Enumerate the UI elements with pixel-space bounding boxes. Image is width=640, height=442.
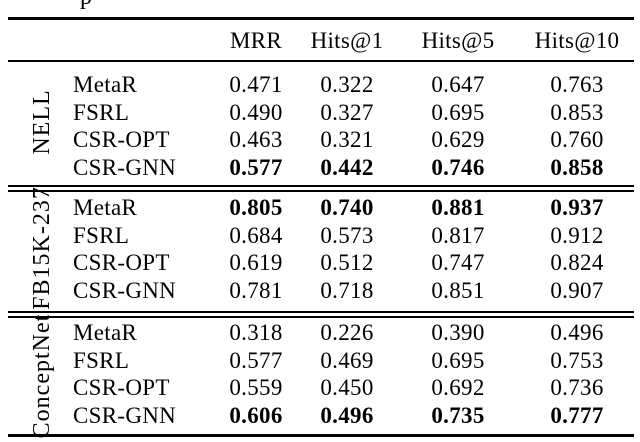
metric-value: 0.390 — [431, 320, 485, 345]
column-header-hits5: Hits@5 — [421, 28, 495, 53]
method-name: FSRL — [73, 99, 130, 125]
metric-value: 0.692 — [431, 375, 485, 400]
metric-value: 0.912 — [550, 222, 604, 248]
metric-value: 0.496 — [320, 402, 374, 428]
metric-value: 0.577 — [229, 154, 283, 180]
table-row: CSR-OPT 0.619 0.512 0.747 0.824 — [0, 249, 640, 277]
section-divider-rule — [8, 311, 634, 313]
section-nell: MetaR 0.471 0.322 0.647 0.763 FSRL 0.490… — [0, 71, 640, 181]
table-row: CSR-OPT 0.559 0.450 0.692 0.736 — [0, 374, 640, 402]
metric-value: 0.805 — [229, 195, 283, 220]
method-name: CSR-OPT — [73, 375, 170, 400]
method-name: CSR-OPT — [73, 127, 170, 152]
metric-value: 0.695 — [431, 99, 485, 125]
column-header-hits1: Hits@1 — [310, 28, 384, 53]
metric-value: 0.747 — [431, 250, 485, 275]
section-fb15k-237: MetaR 0.805 0.740 0.881 0.937 FSRL 0.684… — [0, 194, 640, 304]
section-conceptnet: MetaR 0.318 0.226 0.390 0.496 FSRL 0.577… — [0, 319, 640, 429]
table-row: MetaR 0.318 0.226 0.390 0.496 — [0, 319, 640, 347]
method-name: CSR-GNN — [73, 402, 177, 428]
table-row-best: MetaR 0.805 0.740 0.881 0.937 — [0, 194, 640, 222]
metric-value: 0.322 — [320, 72, 374, 97]
metric-value: 0.777 — [550, 402, 604, 428]
column-header-hits10: Hits@10 — [534, 28, 620, 53]
table-row: FSRL 0.684 0.573 0.817 0.912 — [0, 222, 640, 250]
method-name: FSRL — [73, 347, 130, 373]
metric-value: 0.881 — [431, 195, 485, 220]
column-header-mrr: MRR — [229, 28, 283, 53]
metric-value: 0.760 — [550, 127, 604, 152]
metric-value: 0.619 — [229, 250, 283, 275]
metric-value: 0.463 — [229, 127, 283, 152]
method-name: MetaR — [73, 195, 138, 220]
metric-value: 0.490 — [229, 99, 283, 125]
metric-value: 0.577 — [229, 347, 283, 373]
metric-value: 0.817 — [431, 222, 485, 248]
method-name: CSR-GNN — [73, 154, 177, 180]
metric-value: 0.647 — [431, 72, 485, 97]
method-name: CSR-OPT — [73, 250, 170, 275]
metric-value: 0.735 — [431, 402, 485, 428]
metric-value: 0.321 — [320, 127, 374, 152]
section-divider-rule — [8, 190, 634, 192]
metric-value: 0.573 — [320, 222, 374, 248]
metric-value: 0.471 — [229, 72, 283, 97]
metric-value: 0.318 — [229, 320, 283, 345]
metric-value: 0.853 — [550, 99, 604, 125]
section-divider-rule — [8, 316, 634, 318]
table-row: CSR-OPT 0.463 0.321 0.629 0.760 — [0, 126, 640, 154]
metric-value: 0.858 — [550, 154, 604, 180]
metric-value: 0.824 — [550, 250, 604, 275]
metric-value: 0.753 — [550, 347, 604, 373]
metric-value: 0.907 — [550, 277, 604, 303]
method-name: MetaR — [73, 72, 138, 97]
metric-value: 0.718 — [320, 277, 374, 303]
metric-value: 0.512 — [320, 250, 374, 275]
method-name: MetaR — [73, 320, 138, 345]
table-row-best: CSR-GNN 0.606 0.496 0.735 0.777 — [0, 402, 640, 430]
table-row-best: CSR-GNN 0.577 0.442 0.746 0.858 — [0, 154, 640, 182]
method-name: CSR-GNN — [73, 277, 177, 303]
metric-value: 0.937 — [550, 195, 604, 220]
metric-value: 0.559 — [229, 375, 283, 400]
metric-value: 0.763 — [550, 72, 604, 97]
metric-value: 0.606 — [229, 402, 283, 428]
metric-value: 0.629 — [431, 127, 485, 152]
metric-value: 0.746 — [431, 154, 485, 180]
table-row: FSRL 0.577 0.469 0.695 0.753 — [0, 347, 640, 375]
table-top-rule — [8, 17, 634, 20]
metric-value: 0.736 — [550, 375, 604, 400]
table-bottom-rule — [8, 434, 634, 437]
table-row: FSRL 0.490 0.327 0.695 0.853 — [0, 99, 640, 127]
metric-value: 0.226 — [320, 320, 374, 345]
caption-fragment: p — [80, 0, 92, 11]
metric-value: 0.695 — [431, 347, 485, 373]
metric-value: 0.740 — [320, 195, 374, 220]
table-row: CSR-GNN 0.781 0.718 0.851 0.907 — [0, 277, 640, 305]
metric-value: 0.442 — [320, 154, 374, 180]
header-bottom-rule — [8, 60, 634, 62]
table-row: MetaR 0.471 0.322 0.647 0.763 — [0, 71, 640, 99]
metric-value: 0.327 — [320, 99, 374, 125]
metric-value: 0.469 — [320, 347, 374, 373]
metric-value: 0.450 — [320, 375, 374, 400]
metric-value: 0.781 — [229, 277, 283, 303]
table-header-row: MRR Hits@1 Hits@5 Hits@10 — [0, 28, 640, 54]
section-divider-rule — [8, 185, 634, 187]
method-name: FSRL — [73, 222, 130, 248]
metric-value: 0.684 — [229, 222, 283, 248]
metric-value: 0.496 — [550, 320, 604, 345]
metric-value: 0.851 — [431, 277, 485, 303]
